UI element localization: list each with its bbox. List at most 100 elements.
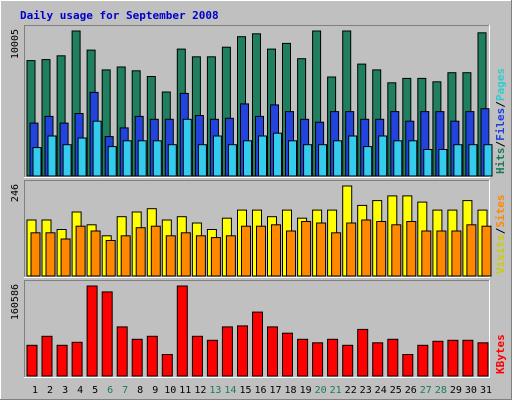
- x-tick-label-day-21: 21: [330, 385, 342, 396]
- legend-files: Files: [494, 108, 507, 141]
- y-max-label: 160586: [10, 284, 21, 320]
- bar-pages-day-24: [378, 135, 388, 177]
- bar-pages-day-17: [273, 132, 282, 177]
- bar-sites-day-25: [391, 224, 402, 277]
- bar-kbytes-day-23: [357, 328, 369, 377]
- x-tick-label-day-24: 24: [375, 385, 387, 396]
- x-tick-label-day-14: 14: [224, 385, 236, 396]
- x-tick-label-day-13: 13: [209, 385, 221, 396]
- x-tick-label-day-2: 2: [47, 385, 53, 396]
- panel-kbytes: 160586 KBytes: [10, 280, 507, 378]
- bar-sites-day-9: [150, 225, 161, 277]
- bar-kbytes-day-8: [131, 338, 143, 377]
- bar-kbytes-day-21: [327, 338, 339, 377]
- right-series-label: Hits/Files/Pages: [494, 68, 507, 174]
- bar-kbytes-day-26: [402, 354, 414, 377]
- bar-kbytes-day-4: [71, 341, 83, 377]
- bar-sites-day-26: [406, 221, 417, 277]
- bar-pages-day-6: [107, 146, 117, 177]
- x-tick-label-day-15: 15: [239, 385, 251, 396]
- bar-pages-day-18: [288, 140, 297, 177]
- bar-pages-day-4: [77, 137, 87, 177]
- bar-kbytes-day-30: [462, 339, 474, 377]
- x-tick-label-day-5: 5: [92, 385, 98, 396]
- panels-layer: 10005Hits/Files/Pages246Visits/Sites1605…: [10, 25, 507, 378]
- x-tick-label-day-18: 18: [284, 385, 296, 396]
- bar-pages-day-30: [468, 144, 478, 177]
- bar-kbytes-day-22: [342, 344, 354, 377]
- bar-kbytes-day-3: [56, 344, 68, 377]
- bar-sites-day-29: [451, 230, 462, 277]
- panel-visits-sites: 246 Visits/Sites: [10, 180, 507, 278]
- x-tick-label-day-27: 27: [420, 385, 432, 396]
- bar-kbytes-day-31: [477, 342, 489, 377]
- bar-pages-day-11: [182, 118, 192, 177]
- right-series-label: KBytes: [494, 334, 507, 374]
- bar-pages-day-2: [47, 135, 57, 177]
- bar-sites-day-2: [45, 232, 56, 277]
- bar-kbytes-day-12: [191, 335, 203, 377]
- bar-sites-day-12: [195, 235, 206, 277]
- bar-sites-day-24: [376, 221, 387, 277]
- bar-sites-day-8: [135, 227, 146, 277]
- bar-kbytes-day-17: [267, 326, 278, 377]
- x-tick-label-day-29: 29: [450, 385, 462, 396]
- y-max-label: 246: [10, 184, 21, 202]
- bar-kbytes-day-5: [86, 285, 98, 377]
- bar-pages-day-27: [423, 149, 433, 177]
- x-tick-label-day-6: 6: [107, 385, 113, 396]
- bar-pages-day-12: [197, 144, 207, 177]
- bar-pages-day-10: [167, 144, 177, 177]
- bar-pages-day-9: [152, 140, 162, 177]
- bar-kbytes-day-28: [432, 340, 444, 377]
- x-tick-label-day-19: 19: [300, 385, 312, 396]
- bar-sites-day-4: [75, 225, 86, 277]
- bar-kbytes-day-24: [372, 342, 384, 377]
- x-tick-label-day-20: 20: [315, 385, 327, 396]
- bar-pages-day-25: [393, 140, 403, 177]
- legend-visits: Visits: [494, 234, 507, 274]
- bar-pages-day-8: [137, 140, 147, 177]
- chart-title: Daily usage for September 2008: [20, 9, 219, 22]
- bar-kbytes-day-14: [221, 326, 233, 377]
- bar-kbytes-day-27: [417, 344, 429, 377]
- x-tick-label-day-17: 17: [269, 385, 281, 396]
- legend-sites: Sites: [494, 195, 507, 228]
- bar-kbytes-day-9: [146, 335, 158, 377]
- bar-sites-day-30: [466, 224, 477, 277]
- bar-pages-day-13: [212, 135, 222, 177]
- bar-sites-day-1: [30, 232, 41, 277]
- x-tick-label-day-11: 11: [179, 385, 191, 396]
- x-tick-label-day-23: 23: [360, 385, 372, 396]
- bar-sites-day-18: [286, 230, 296, 277]
- bar-pages-day-22: [348, 135, 358, 177]
- x-tick-label-day-7: 7: [122, 385, 128, 396]
- bar-sites-day-28: [436, 230, 447, 277]
- bar-pages-day-19: [303, 144, 313, 177]
- bar-kbytes-day-2: [41, 335, 53, 377]
- bar-sites-day-23: [361, 219, 372, 277]
- legend-hits: Hits: [494, 148, 507, 175]
- x-tick-label-day-22: 22: [345, 385, 357, 396]
- bar-sites-day-21: [331, 232, 342, 277]
- bar-pages-day-16: [258, 135, 267, 177]
- bar-sites-day-15: [241, 225, 251, 277]
- x-tick-label-day-26: 26: [405, 385, 417, 396]
- bar-sites-day-3: [60, 238, 71, 277]
- x-tick-label-day-9: 9: [152, 385, 158, 396]
- bar-pages-day-15: [243, 140, 252, 177]
- bar-sites-day-11: [180, 232, 191, 277]
- x-tick-label-day-10: 10: [164, 385, 176, 396]
- legend-separator: /: [494, 101, 507, 108]
- bar-sites-day-19: [301, 221, 312, 277]
- legend-separator: /: [494, 227, 507, 234]
- x-tick-label-day-4: 4: [77, 385, 83, 396]
- x-tick-label-day-25: 25: [390, 385, 402, 396]
- bar-kbytes-day-15: [237, 325, 248, 377]
- bar-sites-day-6: [105, 240, 116, 277]
- x-tick-label-day-1: 1: [32, 385, 38, 396]
- bar-kbytes-day-16: [252, 311, 263, 377]
- bar-pages-day-5: [92, 120, 102, 177]
- bar-sites-day-20: [316, 222, 327, 277]
